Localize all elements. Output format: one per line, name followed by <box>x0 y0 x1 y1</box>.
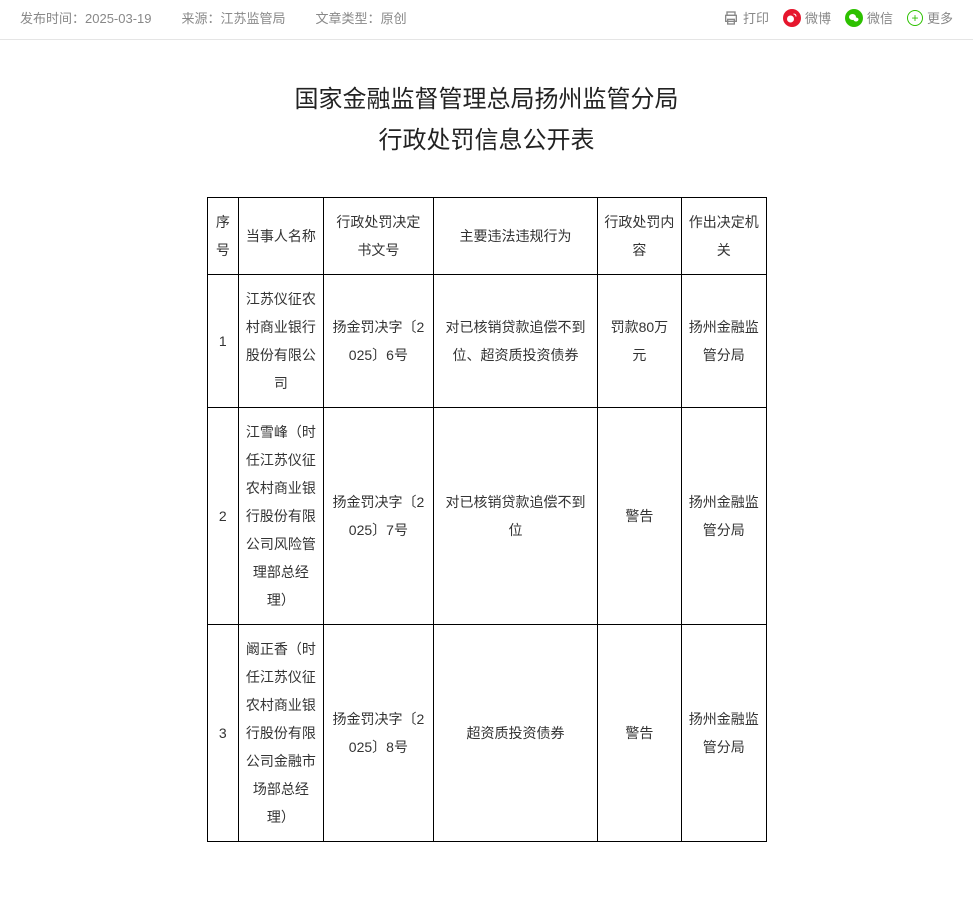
more-label: 更多 <box>927 8 953 27</box>
weibo-button[interactable]: 微博 <box>783 8 831 27</box>
wechat-icon <box>845 9 863 27</box>
table-row: 2 江雪峰（时任江苏仪征农村商业银行股份有限公司风险管理部总经理） 扬金罚决字〔… <box>207 407 766 624</box>
type-value: 原创 <box>381 11 407 26</box>
print-icon <box>723 10 739 26</box>
page-title: 国家金融监督管理总局扬州监管分局 行政处罚信息公开表 <box>60 80 913 162</box>
cell-name: 江苏仪征农村商业银行股份有限公司 <box>239 274 323 407</box>
cell-authority: 扬州金融监管分局 <box>682 624 766 841</box>
publish-label: 发布时间： <box>20 11 85 26</box>
cell-doc: 扬金罚决字〔2025〕6号 <box>323 274 434 407</box>
cell-authority: 扬州金融监管分局 <box>682 274 766 407</box>
table-row: 1 江苏仪征农村商业银行股份有限公司 扬金罚决字〔2025〕6号 对已核销贷款追… <box>207 274 766 407</box>
title-line-2: 行政处罚信息公开表 <box>379 127 595 154</box>
cell-seq: 2 <box>207 407 239 624</box>
publish-date: 2025-03-19 <box>85 11 152 26</box>
table-row: 3 阚正香（时任江苏仪征农村商业银行股份有限公司金融市场部总经理） 扬金罚决字〔… <box>207 624 766 841</box>
print-button[interactable]: 打印 <box>723 8 769 27</box>
meta-bar: 发布时间：2025-03-19 来源：江苏监管局 文章类型：原创 打印 微博 微… <box>0 0 973 40</box>
source-label: 来源： <box>182 11 221 26</box>
cell-penalty: 警告 <box>597 407 681 624</box>
wechat-button[interactable]: 微信 <box>845 8 893 27</box>
cell-penalty: 警告 <box>597 624 681 841</box>
source: 来源：江苏监管局 <box>182 8 286 27</box>
weibo-icon <box>783 9 801 27</box>
col-doc-no: 行政处罚决定书文号 <box>323 197 434 274</box>
weibo-label: 微博 <box>805 8 831 27</box>
col-violation: 主要违法违规行为 <box>434 197 597 274</box>
table-header-row: 序号 当事人名称 行政处罚决定书文号 主要违法违规行为 行政处罚内容 作出决定机… <box>207 197 766 274</box>
table-body: 1 江苏仪征农村商业银行股份有限公司 扬金罚决字〔2025〕6号 对已核销贷款追… <box>207 274 766 841</box>
publish-time: 发布时间：2025-03-19 <box>20 8 152 27</box>
cell-authority: 扬州金融监管分局 <box>682 407 766 624</box>
cell-violation: 对已核销贷款追偿不到位 <box>434 407 597 624</box>
col-seq: 序号 <box>207 197 239 274</box>
cell-violation: 超资质投资债券 <box>434 624 597 841</box>
cell-seq: 1 <box>207 274 239 407</box>
meta-left: 发布时间：2025-03-19 来源：江苏监管局 文章类型：原创 <box>20 8 407 27</box>
cell-doc: 扬金罚决字〔2025〕7号 <box>323 407 434 624</box>
plus-icon: + <box>907 10 923 26</box>
cell-violation: 对已核销贷款追偿不到位、超资质投资债券 <box>434 274 597 407</box>
cell-name: 阚正香（时任江苏仪征农村商业银行股份有限公司金融市场部总经理） <box>239 624 323 841</box>
cell-penalty: 罚款80万元 <box>597 274 681 407</box>
cell-seq: 3 <box>207 624 239 841</box>
col-authority: 作出决定机关 <box>682 197 766 274</box>
type-label: 文章类型： <box>316 11 381 26</box>
penalty-table: 序号 当事人名称 行政处罚决定书文号 主要违法违规行为 行政处罚内容 作出决定机… <box>207 197 767 842</box>
source-value: 江苏监管局 <box>221 11 286 26</box>
title-line-1: 国家金融监督管理总局扬州监管分局 <box>295 86 679 113</box>
article-type: 文章类型：原创 <box>316 8 407 27</box>
col-penalty: 行政处罚内容 <box>597 197 681 274</box>
col-party-name: 当事人名称 <box>239 197 323 274</box>
wechat-label: 微信 <box>867 8 893 27</box>
share-bar: 打印 微博 微信 + 更多 <box>723 8 953 27</box>
cell-name: 江雪峰（时任江苏仪征农村商业银行股份有限公司风险管理部总经理） <box>239 407 323 624</box>
content: 国家金融监督管理总局扬州监管分局 行政处罚信息公开表 序号 当事人名称 行政处罚… <box>0 40 973 902</box>
cell-doc: 扬金罚决字〔2025〕8号 <box>323 624 434 841</box>
more-button[interactable]: + 更多 <box>907 8 953 27</box>
print-label: 打印 <box>743 8 769 27</box>
